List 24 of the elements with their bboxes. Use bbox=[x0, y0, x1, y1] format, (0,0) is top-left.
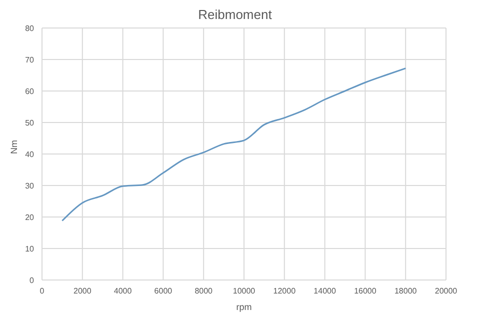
y-tick-label: 70 bbox=[25, 55, 35, 64]
chart-title: Reibmoment bbox=[197, 7, 273, 22]
y-tick-label: 10 bbox=[25, 244, 35, 254]
x-tick-label: 16000 bbox=[354, 286, 377, 296]
x-tick-label: 20000 bbox=[434, 286, 458, 296]
line-series bbox=[61, 68, 406, 222]
x-tick-label: 12000 bbox=[273, 286, 296, 296]
x-axis-title: rpm bbox=[236, 302, 252, 312]
y-tick-label: 0 bbox=[30, 276, 35, 285]
y-tick-label: 50 bbox=[25, 118, 35, 128]
y-tick-label: 80 bbox=[25, 24, 35, 33]
x-tick-label: 6000 bbox=[154, 286, 173, 296]
y-tick-label: 20 bbox=[25, 212, 35, 222]
x-tick-label: 2000 bbox=[74, 286, 92, 296]
x-tick-label: 18000 bbox=[394, 286, 418, 296]
x-tick-label: 0 bbox=[40, 286, 45, 296]
x-tick-label: 4000 bbox=[114, 286, 132, 296]
y-tick-label: 40 bbox=[25, 150, 35, 159]
y-tick-label: 30 bbox=[25, 181, 35, 190]
y-axis-title: Nm bbox=[9, 140, 20, 154]
x-tick-label: 8000 bbox=[194, 286, 214, 296]
x-tick-label: 10000 bbox=[232, 286, 256, 296]
x-tick-label: 14000 bbox=[314, 286, 336, 296]
y-tick-label: 60 bbox=[25, 86, 35, 96]
